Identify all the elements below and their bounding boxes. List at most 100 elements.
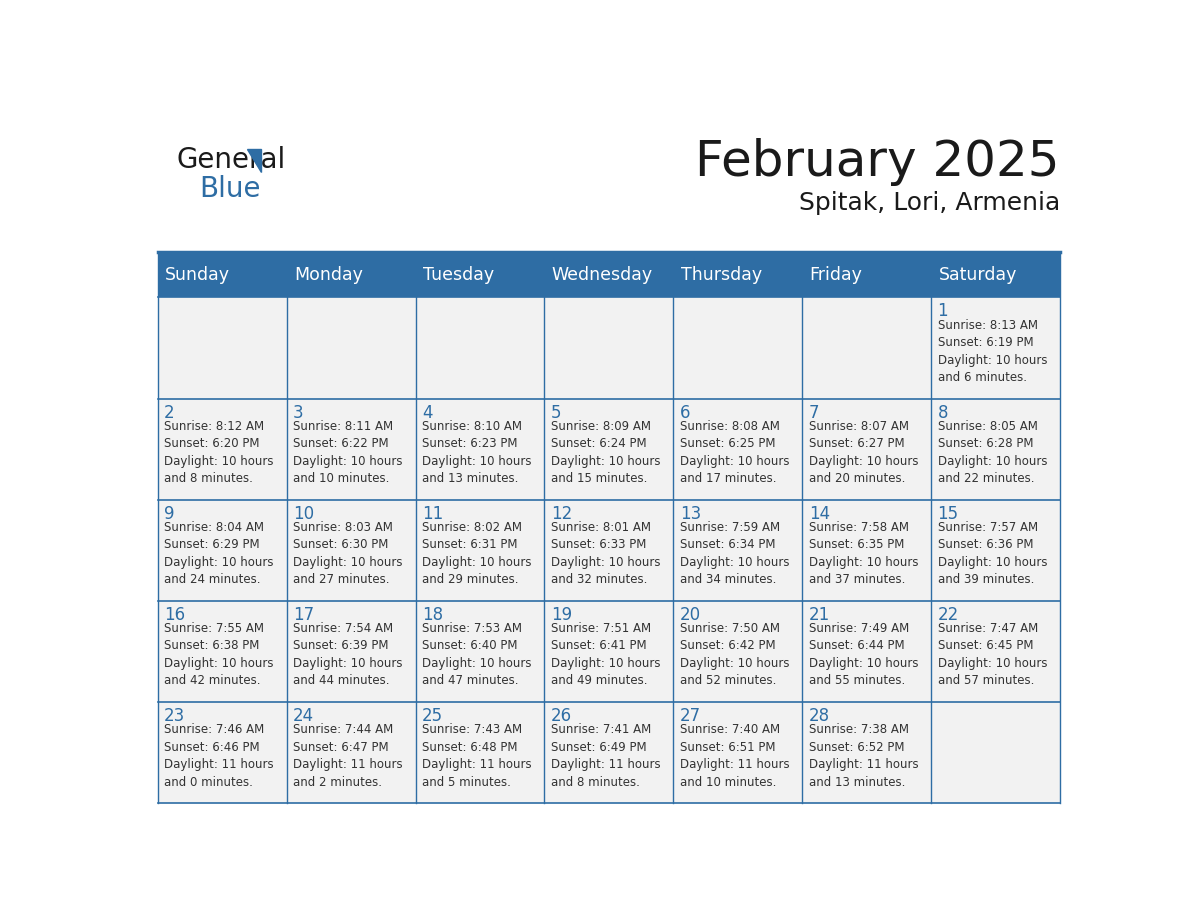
Bar [544, 499, 674, 600]
Text: 16: 16 [164, 606, 185, 623]
Bar [674, 499, 802, 600]
Bar [931, 398, 1060, 499]
Bar [931, 701, 1060, 803]
Text: General: General [176, 145, 285, 174]
Text: 26: 26 [551, 707, 571, 724]
Bar [674, 297, 802, 398]
Text: Sunrise: 7:58 AM
Sunset: 6:35 PM
Daylight: 10 hours
and 37 minutes.: Sunrise: 7:58 AM Sunset: 6:35 PM Dayligh… [809, 521, 918, 587]
Text: Sunrise: 7:38 AM
Sunset: 6:52 PM
Daylight: 11 hours
and 13 minutes.: Sunrise: 7:38 AM Sunset: 6:52 PM Dayligh… [809, 723, 918, 789]
Bar [931, 600, 1060, 701]
Text: 21: 21 [809, 606, 830, 623]
Bar [802, 600, 931, 701]
Bar [802, 499, 931, 600]
Text: Saturday: Saturday [939, 265, 1017, 284]
Text: 2: 2 [164, 404, 175, 421]
Text: 28: 28 [809, 707, 829, 724]
Bar [158, 398, 286, 499]
Text: 25: 25 [422, 707, 443, 724]
Bar [544, 600, 674, 701]
Bar [286, 701, 416, 803]
Text: 17: 17 [293, 606, 314, 623]
Text: Sunrise: 7:50 AM
Sunset: 6:42 PM
Daylight: 10 hours
and 52 minutes.: Sunrise: 7:50 AM Sunset: 6:42 PM Dayligh… [680, 621, 789, 688]
Text: 6: 6 [680, 404, 690, 421]
Text: Sunrise: 7:47 AM
Sunset: 6:45 PM
Daylight: 10 hours
and 57 minutes.: Sunrise: 7:47 AM Sunset: 6:45 PM Dayligh… [937, 621, 1047, 688]
Text: Friday: Friday [809, 265, 862, 284]
Bar [544, 398, 674, 499]
Bar [286, 297, 416, 398]
Bar [931, 499, 1060, 600]
Text: Sunrise: 7:53 AM
Sunset: 6:40 PM
Daylight: 10 hours
and 47 minutes.: Sunrise: 7:53 AM Sunset: 6:40 PM Dayligh… [422, 621, 531, 688]
Text: Sunrise: 7:59 AM
Sunset: 6:34 PM
Daylight: 10 hours
and 34 minutes.: Sunrise: 7:59 AM Sunset: 6:34 PM Dayligh… [680, 521, 789, 587]
Bar [674, 398, 802, 499]
Text: Sunrise: 7:54 AM
Sunset: 6:39 PM
Daylight: 10 hours
and 44 minutes.: Sunrise: 7:54 AM Sunset: 6:39 PM Dayligh… [293, 621, 403, 688]
Text: Sunrise: 7:49 AM
Sunset: 6:44 PM
Daylight: 10 hours
and 55 minutes.: Sunrise: 7:49 AM Sunset: 6:44 PM Dayligh… [809, 621, 918, 688]
Bar [158, 499, 286, 600]
Text: Sunrise: 8:12 AM
Sunset: 6:20 PM
Daylight: 10 hours
and 8 minutes.: Sunrise: 8:12 AM Sunset: 6:20 PM Dayligh… [164, 420, 273, 486]
Text: Sunrise: 7:55 AM
Sunset: 6:38 PM
Daylight: 10 hours
and 42 minutes.: Sunrise: 7:55 AM Sunset: 6:38 PM Dayligh… [164, 621, 273, 688]
Bar [416, 701, 544, 803]
Text: Sunrise: 7:46 AM
Sunset: 6:46 PM
Daylight: 11 hours
and 0 minutes.: Sunrise: 7:46 AM Sunset: 6:46 PM Dayligh… [164, 723, 273, 789]
Text: Sunrise: 8:04 AM
Sunset: 6:29 PM
Daylight: 10 hours
and 24 minutes.: Sunrise: 8:04 AM Sunset: 6:29 PM Dayligh… [164, 521, 273, 587]
Text: Sunrise: 7:44 AM
Sunset: 6:47 PM
Daylight: 11 hours
and 2 minutes.: Sunrise: 7:44 AM Sunset: 6:47 PM Dayligh… [293, 723, 403, 789]
Bar [158, 252, 1060, 297]
Text: 22: 22 [937, 606, 959, 623]
Bar [802, 297, 931, 398]
Text: Sunrise: 8:05 AM
Sunset: 6:28 PM
Daylight: 10 hours
and 22 minutes.: Sunrise: 8:05 AM Sunset: 6:28 PM Dayligh… [937, 420, 1047, 486]
Text: Sunrise: 8:02 AM
Sunset: 6:31 PM
Daylight: 10 hours
and 29 minutes.: Sunrise: 8:02 AM Sunset: 6:31 PM Dayligh… [422, 521, 531, 587]
Bar [416, 600, 544, 701]
Bar [416, 398, 544, 499]
Text: Sunrise: 7:41 AM
Sunset: 6:49 PM
Daylight: 11 hours
and 8 minutes.: Sunrise: 7:41 AM Sunset: 6:49 PM Dayligh… [551, 723, 661, 789]
Bar [931, 297, 1060, 398]
Text: 11: 11 [422, 505, 443, 522]
Text: 1: 1 [937, 302, 948, 320]
Text: Sunrise: 8:03 AM
Sunset: 6:30 PM
Daylight: 10 hours
and 27 minutes.: Sunrise: 8:03 AM Sunset: 6:30 PM Dayligh… [293, 521, 403, 587]
Bar [544, 701, 674, 803]
Bar [544, 297, 674, 398]
Text: Sunrise: 8:10 AM
Sunset: 6:23 PM
Daylight: 10 hours
and 13 minutes.: Sunrise: 8:10 AM Sunset: 6:23 PM Dayligh… [422, 420, 531, 486]
Text: 4: 4 [422, 404, 432, 421]
Bar [286, 600, 416, 701]
Text: 27: 27 [680, 707, 701, 724]
Text: 19: 19 [551, 606, 571, 623]
Text: 12: 12 [551, 505, 573, 522]
Text: 8: 8 [937, 404, 948, 421]
Text: 9: 9 [164, 505, 175, 522]
Text: 20: 20 [680, 606, 701, 623]
Bar [802, 398, 931, 499]
Text: 23: 23 [164, 707, 185, 724]
Text: 15: 15 [937, 505, 959, 522]
Text: Sunrise: 7:40 AM
Sunset: 6:51 PM
Daylight: 11 hours
and 10 minutes.: Sunrise: 7:40 AM Sunset: 6:51 PM Dayligh… [680, 723, 789, 789]
Text: Sunrise: 7:51 AM
Sunset: 6:41 PM
Daylight: 10 hours
and 49 minutes.: Sunrise: 7:51 AM Sunset: 6:41 PM Dayligh… [551, 621, 661, 688]
Bar [158, 600, 286, 701]
Text: 5: 5 [551, 404, 562, 421]
Text: Sunrise: 8:07 AM
Sunset: 6:27 PM
Daylight: 10 hours
and 20 minutes.: Sunrise: 8:07 AM Sunset: 6:27 PM Dayligh… [809, 420, 918, 486]
Text: 24: 24 [293, 707, 314, 724]
Text: Thursday: Thursday [681, 265, 762, 284]
Bar [416, 499, 544, 600]
Text: 13: 13 [680, 505, 701, 522]
Bar [286, 398, 416, 499]
Bar [286, 499, 416, 600]
Text: Sunrise: 8:01 AM
Sunset: 6:33 PM
Daylight: 10 hours
and 32 minutes.: Sunrise: 8:01 AM Sunset: 6:33 PM Dayligh… [551, 521, 661, 587]
Polygon shape [247, 149, 261, 172]
Bar [674, 600, 802, 701]
Text: Spitak, Lori, Armenia: Spitak, Lori, Armenia [798, 192, 1060, 216]
Text: Tuesday: Tuesday [423, 265, 494, 284]
Text: Monday: Monday [293, 265, 362, 284]
Text: Sunrise: 7:43 AM
Sunset: 6:48 PM
Daylight: 11 hours
and 5 minutes.: Sunrise: 7:43 AM Sunset: 6:48 PM Dayligh… [422, 723, 531, 789]
Text: 14: 14 [809, 505, 829, 522]
Bar [802, 701, 931, 803]
Text: Sunrise: 8:13 AM
Sunset: 6:19 PM
Daylight: 10 hours
and 6 minutes.: Sunrise: 8:13 AM Sunset: 6:19 PM Dayligh… [937, 319, 1047, 385]
Text: 10: 10 [293, 505, 314, 522]
Text: Sunrise: 8:09 AM
Sunset: 6:24 PM
Daylight: 10 hours
and 15 minutes.: Sunrise: 8:09 AM Sunset: 6:24 PM Dayligh… [551, 420, 661, 486]
Text: 7: 7 [809, 404, 820, 421]
Bar [416, 297, 544, 398]
Text: Sunrise: 7:57 AM
Sunset: 6:36 PM
Daylight: 10 hours
and 39 minutes.: Sunrise: 7:57 AM Sunset: 6:36 PM Dayligh… [937, 521, 1047, 587]
Text: February 2025: February 2025 [695, 139, 1060, 186]
Bar [158, 297, 286, 398]
Text: Sunrise: 8:08 AM
Sunset: 6:25 PM
Daylight: 10 hours
and 17 minutes.: Sunrise: 8:08 AM Sunset: 6:25 PM Dayligh… [680, 420, 789, 486]
Bar [158, 701, 286, 803]
Text: 3: 3 [293, 404, 304, 421]
Text: Sunrise: 8:11 AM
Sunset: 6:22 PM
Daylight: 10 hours
and 10 minutes.: Sunrise: 8:11 AM Sunset: 6:22 PM Dayligh… [293, 420, 403, 486]
Text: Sunday: Sunday [165, 265, 230, 284]
